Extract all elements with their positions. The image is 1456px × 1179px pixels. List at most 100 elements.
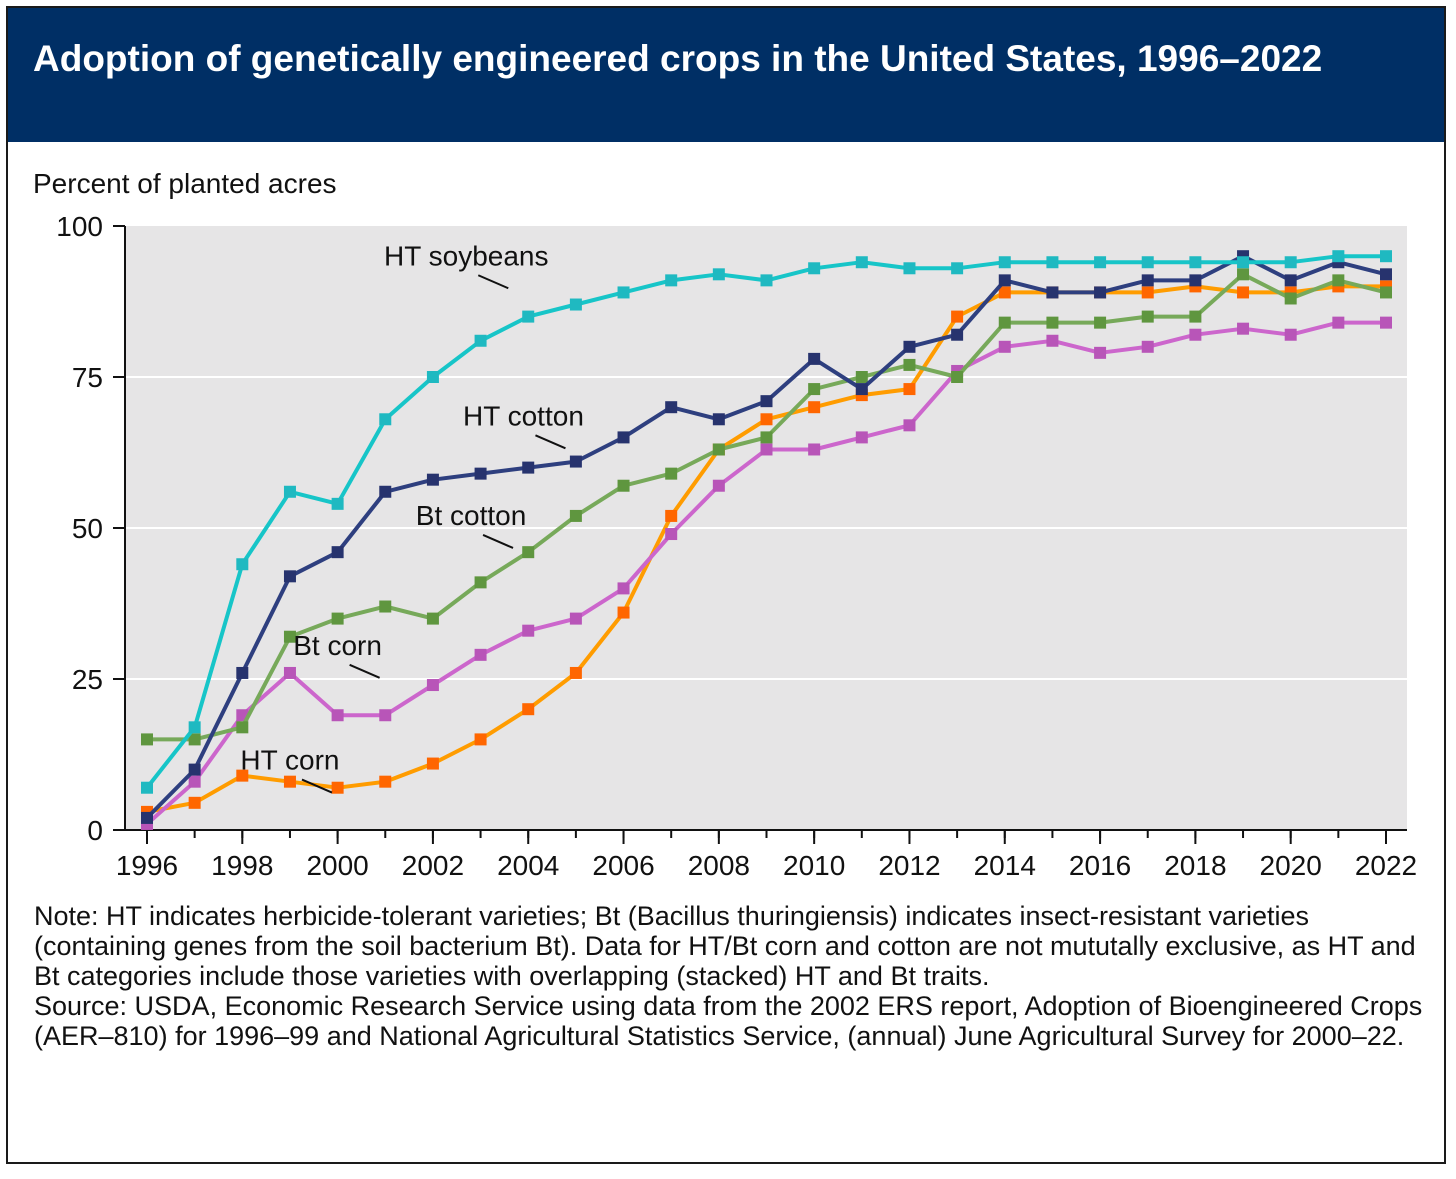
series-bt-corn [141, 316, 1392, 830]
data-point [998, 340, 1011, 353]
y-tick-label: 25 [72, 664, 103, 695]
data-point [1237, 256, 1250, 269]
data-point [1284, 256, 1297, 269]
y-axis-label: Percent of planted acres [33, 168, 337, 199]
data-point [283, 570, 296, 583]
data-point [236, 666, 249, 679]
data-point [188, 775, 201, 788]
data-point [1237, 286, 1250, 299]
series-label: Bt cotton [416, 500, 527, 531]
label-leader-line [349, 663, 381, 679]
data-point [951, 328, 964, 341]
data-point [474, 576, 487, 589]
data-point [1237, 322, 1250, 335]
data-point [617, 431, 630, 444]
data-point [951, 310, 964, 323]
y-tick-label: 0 [87, 815, 103, 846]
series-label: HT soybeans [384, 240, 548, 271]
y-tick-label: 75 [72, 362, 103, 393]
data-point [808, 352, 821, 365]
data-point [522, 461, 535, 474]
data-point [331, 781, 344, 794]
data-point [1332, 316, 1345, 329]
data-point [141, 733, 153, 746]
data-point [426, 612, 439, 625]
data-point [569, 666, 582, 679]
data-point [188, 796, 201, 809]
x-tick-label: 2000 [306, 850, 368, 881]
data-point [283, 630, 296, 643]
data-point [426, 371, 439, 383]
note-text: Note: HT indicates herbicide-tolerant va… [34, 901, 1416, 991]
data-point [569, 455, 582, 468]
series-label: Bt corn [293, 630, 382, 661]
source-text: Source: USDA, Economic Research Service … [34, 991, 1423, 1051]
data-point [1094, 286, 1107, 299]
data-point [426, 757, 439, 770]
series-label: HT corn [240, 745, 339, 776]
data-point [141, 781, 153, 794]
data-point [712, 479, 725, 492]
data-point [760, 431, 773, 444]
data-point [1380, 250, 1392, 263]
data-point [760, 395, 773, 408]
data-point [522, 624, 535, 637]
data-point [188, 733, 201, 746]
data-point [808, 443, 821, 456]
data-point [665, 528, 678, 541]
data-point [998, 316, 1011, 329]
data-point [474, 733, 487, 746]
data-point [855, 256, 868, 269]
x-tick-label: 2008 [688, 850, 750, 881]
data-point [1189, 274, 1202, 287]
data-point [522, 703, 535, 716]
data-point [1380, 268, 1392, 281]
data-point [331, 709, 344, 722]
data-point [903, 262, 916, 275]
data-point [903, 383, 916, 396]
x-tick-label: 2020 [1260, 850, 1322, 881]
data-point [1094, 256, 1107, 269]
data-point [1046, 256, 1059, 269]
data-point [1141, 274, 1154, 287]
y-tick-label: 50 [72, 513, 103, 544]
series-labels: HT corn Bt corn Bt cotton HT cotton HT soybe… [240, 240, 584, 794]
data-point [617, 286, 630, 299]
x-tick-label: 2010 [783, 850, 845, 881]
data-point [998, 256, 1011, 269]
data-point [522, 310, 535, 323]
y-tick-label: 100 [56, 211, 103, 242]
x-tick-label: 2012 [878, 850, 940, 881]
series-ht-cotton [141, 250, 1392, 824]
data-point [569, 509, 582, 522]
data-point [951, 371, 964, 383]
data-point [665, 467, 678, 480]
series-label: HT cotton [463, 400, 584, 431]
data-point [569, 298, 582, 311]
gridlines [125, 376, 1407, 680]
x-tick-label: 2022 [1355, 850, 1417, 881]
data-point [903, 358, 916, 371]
label-leader-line [477, 274, 509, 290]
data-point [331, 497, 344, 510]
data-point [426, 679, 439, 692]
data-point [236, 558, 249, 571]
data-point [1332, 250, 1345, 263]
data-point [1141, 340, 1154, 353]
data-point [1094, 316, 1107, 329]
data-point [617, 479, 630, 492]
data-point [760, 443, 773, 456]
data-point [1284, 292, 1297, 305]
data-point [283, 775, 296, 788]
data-point [1332, 274, 1345, 287]
data-point [808, 383, 821, 396]
data-point [1189, 310, 1202, 323]
data-point [522, 546, 535, 559]
data-point [998, 274, 1011, 287]
data-point [712, 268, 725, 281]
data-point [903, 340, 916, 353]
data-point [1046, 334, 1059, 347]
data-point [379, 709, 392, 722]
data-point [1141, 256, 1154, 269]
